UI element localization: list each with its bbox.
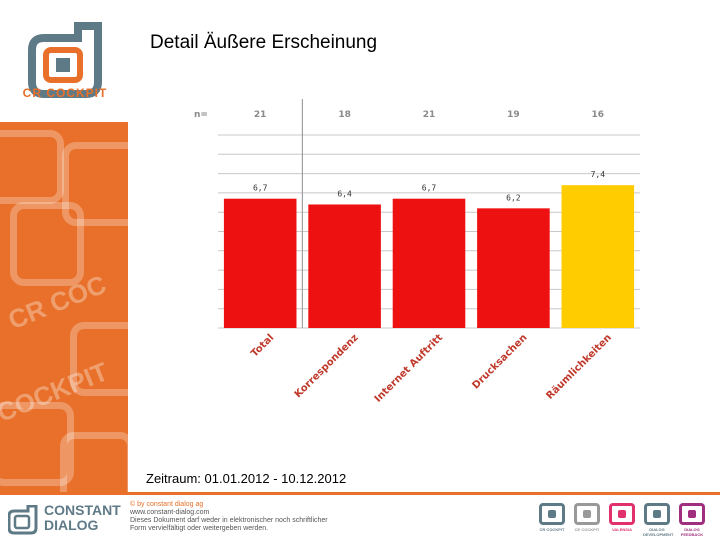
cr-cockpit-logo-icon xyxy=(28,22,102,98)
x-tick-label: Total xyxy=(249,332,276,359)
product-icon xyxy=(574,503,600,525)
bar xyxy=(392,198,466,328)
product-icon xyxy=(644,503,670,525)
bar xyxy=(561,185,635,328)
disclaimer-text: Dieses Dokument darf weder in elektronis… xyxy=(130,517,328,524)
footer: CONSTANT DIALOG © by constant dialog ag … xyxy=(0,492,720,543)
product-label: CE COCKPIT xyxy=(574,527,600,532)
n-value: 18 xyxy=(338,110,351,120)
copyright-text: © by constant dialog ag xyxy=(130,501,204,508)
product-logo-dialog-development: DIALOG DEVELOPMENT xyxy=(643,503,674,537)
website-link[interactable]: www.constant-dialog.com xyxy=(130,509,210,516)
bar-chart: n= 6,7 21 Total 6,4 18 Korrespondenz 6,7 21 Inter… xyxy=(194,99,640,405)
page-title: Detail Äußere Erscheinung xyxy=(150,32,378,53)
x-tick-label: Internet Auftritt xyxy=(373,332,446,405)
sidebar-pattern: CR COC COCKPIT xyxy=(0,122,128,492)
product-logo-ce-cockpit: CE COCKPIT xyxy=(573,503,601,537)
sidebar: CR COCKPIT CR COC COCKPIT xyxy=(0,0,128,492)
brand-line: DIALOG xyxy=(44,517,99,533)
x-tick-label: Räumlichkeiten xyxy=(545,332,614,401)
disclaimer-text: Form vervielfältigt oder weitergeben wer… xyxy=(130,525,269,532)
product-logos: CR COCKPIT CE COCKPIT VALENSIA DIALOG DE… xyxy=(538,503,706,537)
product-label: DIALOG FEEDBACK xyxy=(680,527,704,537)
x-tick-label: Drucksachen xyxy=(470,332,529,391)
product-icon xyxy=(539,503,565,525)
data-label: 6,7 xyxy=(422,184,437,193)
data-label: 6,4 xyxy=(337,189,352,198)
data-label: 6,7 xyxy=(253,184,268,193)
n-value: 19 xyxy=(507,110,520,120)
bar xyxy=(477,208,550,328)
bar xyxy=(223,198,297,328)
logo-text: CR COCKPIT xyxy=(22,86,108,100)
n-label: n= xyxy=(194,110,208,120)
product-label: CR COCKPIT xyxy=(539,527,565,532)
bar xyxy=(308,204,381,328)
data-label: 6,2 xyxy=(506,193,521,202)
footer-legal: © by constant dialog ag www.constant-dia… xyxy=(130,501,328,533)
product-icon xyxy=(609,503,635,525)
product-logo-valensia: VALENSIA xyxy=(608,503,636,537)
product-logo-dialog-feedback: DIALOG FEEDBACK xyxy=(678,503,706,537)
product-logo-cr-cockpit: CR COCKPIT xyxy=(538,503,566,537)
x-tick-label: Korrespondenz xyxy=(293,332,361,400)
constant-dialog-logo-icon xyxy=(8,505,38,535)
product-label: VALENSIA xyxy=(612,527,632,532)
n-value: 21 xyxy=(423,110,436,120)
brand-name: CONSTANT DIALOG xyxy=(44,503,121,533)
brand-line: CONSTANT xyxy=(44,502,121,518)
product-icon xyxy=(679,503,705,525)
n-value: 16 xyxy=(592,110,605,120)
n-value: 21 xyxy=(254,110,267,120)
product-label: DIALOG DEVELOPMENT xyxy=(643,527,674,537)
period-label: Zeitraum: 01.01.2012 - 10.12.2012 xyxy=(146,471,347,486)
data-label: 7,4 xyxy=(591,170,606,179)
